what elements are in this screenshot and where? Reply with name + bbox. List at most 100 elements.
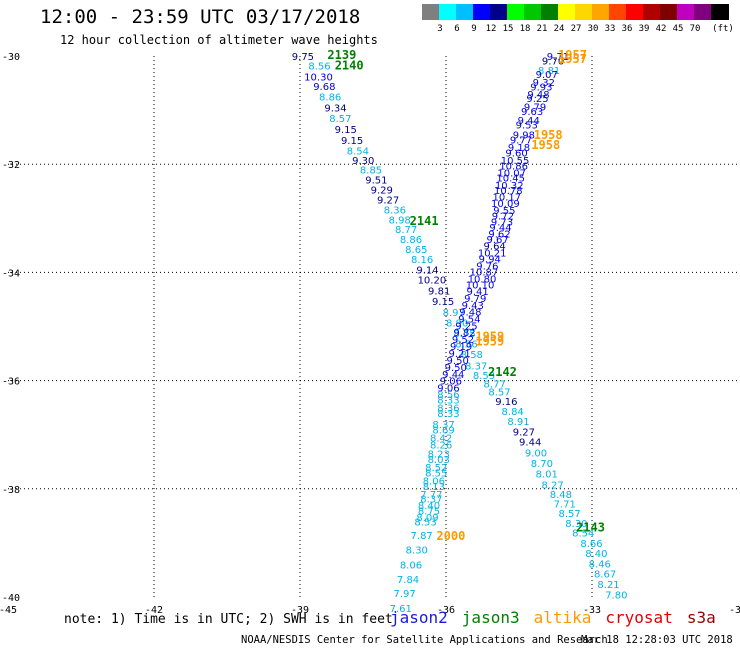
colorbar-swatch: [677, 4, 695, 20]
swh-value-label: 10.87: [470, 267, 499, 278]
swh-value-label: 8.13: [423, 482, 445, 493]
swh-value-label: 8.67: [594, 570, 616, 581]
swh-value-label: 8.06: [400, 561, 422, 572]
footnote: note: 1) Time is in UTC; 2) SWH is in fe…: [64, 612, 393, 627]
swh-value-label: 9.70: [542, 56, 564, 67]
satellite-legend-item: s3a: [686, 608, 716, 627]
pass-time-label: 2139: [327, 48, 356, 62]
colorbar-tick-label: 42: [655, 24, 667, 34]
swh-value-label: 8.69: [432, 425, 454, 436]
colorbar-tick-label: 27: [570, 24, 582, 34]
swh-value-label: 8.66: [580, 539, 602, 550]
colorbar-tick-label: 6: [454, 24, 460, 34]
swh-value-label: 7.61: [390, 604, 412, 615]
swh-value-label: 9.55: [493, 206, 515, 217]
swh-value-label: 8.75: [418, 506, 440, 517]
swh-value-label: 8.77: [395, 225, 417, 236]
pass-time-label: 2141: [410, 214, 439, 228]
grid-lines: [8, 56, 738, 597]
swh-value-label: 9.15: [341, 136, 363, 147]
swh-value-label: 10.20: [418, 275, 447, 286]
lat-tick-label: -38: [2, 485, 20, 496]
colorbar-swatch: [609, 4, 627, 20]
swh-value-label: 9.32: [533, 78, 555, 89]
colorbar-swatch: [456, 4, 474, 20]
swh-value-label: 8.52: [425, 463, 447, 474]
swh-value-label: 9.29: [371, 186, 393, 197]
swh-value-label: 9.15: [432, 297, 454, 308]
axis-labels: -45 -42 -39 -36 -33 -30 -30 -32 -34 -36 -38 -40: [0, 52, 740, 616]
swh-value-label: 9.21: [448, 349, 470, 360]
swh-value-label: 8.48: [550, 490, 572, 501]
swh-value-label: 9.77: [510, 135, 532, 146]
swh-value-label: 9.43: [462, 301, 484, 312]
swh-value-label: 9.44: [442, 370, 464, 381]
swh-value-label: 10.78: [494, 186, 523, 197]
swh-value-label: 8.40: [585, 549, 607, 560]
swh-value-label: 9.50: [445, 363, 467, 374]
swh-value-label: 8.33: [437, 409, 459, 420]
swh-value-label: 8.30: [565, 519, 587, 530]
colorbar-tick-label: 15: [502, 24, 514, 34]
page-title: 12:00 - 23:59 UTC 03/17/2018: [40, 6, 361, 28]
lon-tick-label: -36: [437, 605, 455, 616]
swh-value-label: 8.37: [432, 420, 454, 431]
swh-value-label: 9.50: [447, 356, 469, 367]
swh-value-label: 8.53: [414, 517, 436, 528]
colorbar-tick-label: 70: [689, 24, 701, 34]
lat-tick-label: -34: [2, 268, 20, 279]
satellite-legend-item: cryosat: [605, 608, 673, 627]
swh-value-label: 8.46: [589, 559, 611, 570]
swh-value-label: 9.94: [479, 254, 501, 265]
swh-value-label: 9.98: [513, 130, 535, 141]
swh-value-label: 10.21: [478, 248, 507, 259]
swh-value-label: 8.58: [461, 350, 483, 361]
swh-value-label: 8.37: [420, 495, 442, 506]
swh-value-label: 8.03: [428, 455, 450, 466]
colorbar-tick-label: 33: [604, 24, 616, 34]
swh-value-label: 9.25: [526, 94, 548, 105]
colorbar-tick-label: 36: [621, 24, 633, 34]
pass-time-label: 1958: [531, 138, 560, 152]
swh-value-label: 9.72: [492, 212, 514, 223]
swh-value-label: 8.86: [400, 235, 422, 246]
swh-value-label: 8.23: [428, 450, 450, 461]
swh-value-label: 8.06: [423, 477, 445, 488]
swh-value-label: 9.76: [476, 261, 498, 272]
pass-time-label: 2143: [576, 521, 605, 535]
swh-value-label: 7.71: [554, 499, 576, 510]
swh-value-label: 8.21: [597, 580, 619, 591]
swh-value-label: 9.73: [491, 218, 513, 229]
colorbar-tick-label: 3: [437, 24, 443, 34]
pass-time-label: 1957: [558, 48, 587, 62]
swh-value-label: 8.57: [329, 114, 351, 125]
pass-time-label: 2000: [436, 529, 465, 543]
colorbar-tick-label: 30: [587, 24, 599, 34]
colorbar-swatch: [575, 4, 593, 20]
swh-value-label: 10.55: [501, 156, 530, 167]
swh-value-label: 9.67: [486, 235, 508, 246]
colorbar-swatch: [626, 4, 644, 20]
swh-value-label: 8.97: [443, 308, 465, 319]
swh-value-label: 10.30: [304, 73, 333, 84]
swh-value-label: 10.07: [497, 168, 526, 179]
swh-value-label: 7.97: [394, 589, 416, 600]
satellite-legend-item: jason2: [390, 608, 448, 627]
swh-value-label: 10.45: [496, 174, 525, 185]
swh-value-label: 9.81: [428, 286, 450, 297]
satellite-legend-item: altika: [533, 608, 592, 627]
swh-value-label: 9.44: [519, 438, 541, 449]
colorbar-tick-label: 21: [536, 24, 548, 34]
lon-tick-label: -30: [729, 605, 740, 616]
colorbar-tick-label: 45: [672, 24, 684, 34]
swh-value-label: 7.77: [420, 490, 442, 501]
swh-value-label: 8.57: [488, 387, 510, 398]
colorbar-swatch: [507, 4, 525, 20]
swh-value-label: 9.51: [365, 175, 387, 186]
swh-value-label: 9.27: [377, 195, 399, 206]
swh-value-label: 9.63: [521, 107, 543, 118]
swh-value-label: 8.56: [437, 390, 459, 401]
colorbar-tick-label: 39: [638, 24, 650, 34]
colorbar-swatch: [694, 4, 712, 20]
